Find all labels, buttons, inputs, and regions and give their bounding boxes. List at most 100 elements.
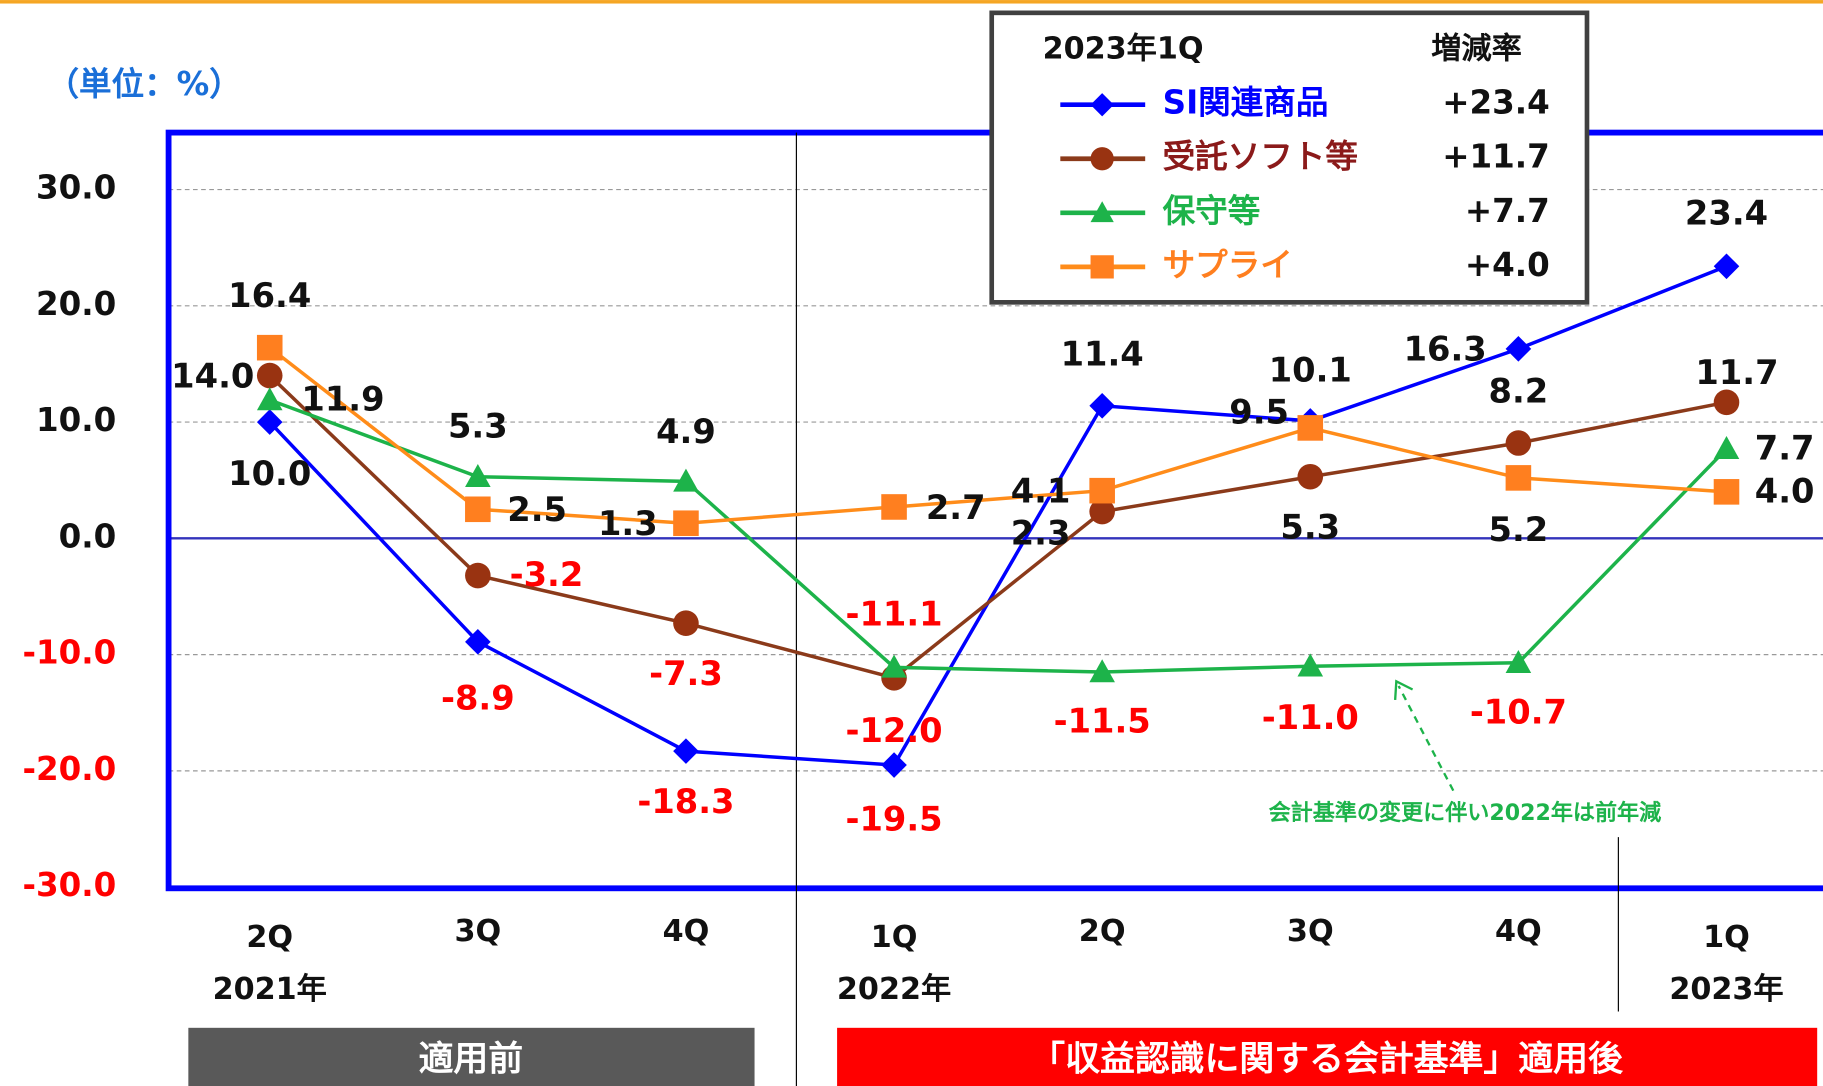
data-label: 10.1 <box>1269 351 1352 390</box>
annotation-arrow <box>1397 685 1455 792</box>
data-label: 16.4 <box>228 276 311 315</box>
marker <box>1713 479 1740 505</box>
marker <box>1505 430 1532 456</box>
legend-value: +4.0 <box>1465 246 1550 284</box>
phase-after: 「収益認識に関する会計基準」適用後 <box>1030 1039 1624 1079</box>
marker <box>1090 147 1114 171</box>
series-line <box>268 264 1728 767</box>
series-line <box>268 374 1727 680</box>
data-label: -3.2 <box>510 555 584 594</box>
marker <box>1713 389 1740 416</box>
data-label: 2.3 <box>1011 513 1071 552</box>
marker <box>465 496 491 523</box>
legend-label: 保守等 <box>1163 192 1261 230</box>
x-tick-label: 4Q <box>663 914 710 949</box>
marker <box>673 510 699 537</box>
y-tick-label: -10.0 <box>22 634 116 672</box>
legend-value: +23.4 <box>1442 84 1550 122</box>
legend-title: 2023年1Q <box>1043 32 1204 67</box>
annotation: 会計基準の変更に伴い2022年は前年減 <box>1269 800 1662 826</box>
data-label: 2.5 <box>507 490 567 529</box>
x-tick-label: 3Q <box>454 914 501 949</box>
marker <box>881 494 907 520</box>
marker <box>1090 255 1114 279</box>
marker <box>1089 393 1115 419</box>
marker <box>1089 659 1115 683</box>
series <box>256 362 1740 691</box>
year-label: 2021年 <box>213 972 327 1007</box>
data-label: 7.7 <box>1755 428 1815 467</box>
series-line <box>268 346 1727 525</box>
marker <box>673 468 699 492</box>
legend-value: +7.7 <box>1465 192 1550 230</box>
data-label: 9.5 <box>1229 392 1289 431</box>
marker <box>465 629 491 655</box>
y-tick-label: -30.0 <box>22 866 116 904</box>
legend-value: +11.7 <box>1442 138 1550 176</box>
legend-label: SI関連商品 <box>1163 84 1329 122</box>
data-label: 4.9 <box>656 412 716 451</box>
series-line <box>269 398 1728 674</box>
marker <box>256 387 283 411</box>
marker <box>1090 93 1114 117</box>
marker <box>1297 463 1324 490</box>
data-label: 1.3 <box>598 504 658 543</box>
marker <box>465 562 491 589</box>
marker <box>1505 465 1532 491</box>
year-label: 2022年 <box>837 972 951 1007</box>
y-tick-label: 20.0 <box>36 285 116 323</box>
data-label: 11.4 <box>1061 334 1144 373</box>
legend-label: 受託ソフト等 <box>1163 138 1358 176</box>
data-label: 10.0 <box>228 454 311 493</box>
x-tick-label: 2Q <box>246 920 293 955</box>
marker <box>1713 253 1740 280</box>
data-label: 23.4 <box>1685 194 1768 233</box>
series <box>256 387 1740 683</box>
data-label: -18.3 <box>637 782 734 821</box>
data-label: -12.0 <box>845 711 942 750</box>
data-label: 2.7 <box>926 488 986 527</box>
data-label: 5.3 <box>448 406 508 445</box>
plot: 10.0 -8.9 -18.3 -19.5 11.4 10.1 16.3 23.4 14.0 -3… <box>171 194 1814 839</box>
marker <box>1505 336 1532 362</box>
data-label: -7.3 <box>649 654 723 693</box>
marker <box>673 610 699 637</box>
marker <box>1713 436 1740 460</box>
marker <box>1297 653 1324 677</box>
marker <box>673 738 699 764</box>
marker <box>1089 498 1115 525</box>
legend-label: サプライ <box>1163 246 1293 284</box>
x-tick-label: 1Q <box>871 920 918 955</box>
phase-after-box <box>837 1027 1818 1086</box>
x-tick-label: 4Q <box>1495 914 1542 949</box>
data-label: -10.7 <box>1470 692 1567 731</box>
year-label: 2023年 <box>1669 972 1783 1007</box>
data-label: 16.3 <box>1404 330 1487 369</box>
data-label: 11.7 <box>1695 353 1778 392</box>
y-tick-label: 30.0 <box>36 169 116 207</box>
marker <box>1297 415 1324 441</box>
y-tick-label: -20.0 <box>22 750 116 788</box>
data-label: -11.1 <box>845 595 942 634</box>
unit-label: （単位：%） <box>47 65 242 103</box>
data-label: 5.2 <box>1489 510 1549 549</box>
x-tick-label: 3Q <box>1287 914 1334 949</box>
marker <box>1090 201 1114 223</box>
data-label: -8.9 <box>441 678 515 717</box>
y-tick-label: 10.0 <box>36 401 116 439</box>
marker <box>881 752 907 778</box>
data-label: 5.3 <box>1280 508 1340 547</box>
legend: 2023年1Q 増減率 SI関連商品 +23.4 受託ソフト等 +11.7 保守等 +7.… <box>989 10 1590 305</box>
marker <box>881 654 907 678</box>
marker <box>1505 649 1532 673</box>
data-label: -11.5 <box>1054 702 1151 741</box>
marker <box>256 362 283 389</box>
data-label: 14.0 <box>171 356 254 395</box>
marker <box>256 334 283 361</box>
data-label: -19.5 <box>845 799 942 838</box>
data-label: 8.2 <box>1489 372 1549 411</box>
annotation-arrowhead <box>1393 679 1414 701</box>
data-label: -11.0 <box>1262 698 1359 737</box>
data-label: 4.0 <box>1755 472 1815 511</box>
data-label: 11.9 <box>301 380 384 419</box>
